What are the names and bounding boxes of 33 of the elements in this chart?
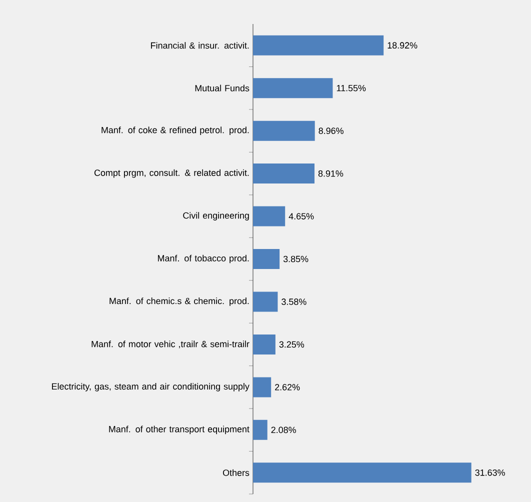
bar — [253, 462, 472, 483]
data-label: 11.55% — [336, 84, 366, 92]
bar — [253, 164, 315, 184]
bar — [253, 78, 333, 98]
bar — [253, 35, 384, 56]
data-label: 2.62% — [275, 384, 300, 390]
y-tick-label: Financial & insur. activit. — [151, 42, 249, 49]
y-tick-label: Compt prgm, consult. & related activit. — [94, 169, 249, 178]
data-label: 18.92% — [388, 42, 418, 49]
bar — [253, 377, 272, 398]
y-tick-label: Civil engineering — [183, 212, 249, 220]
bar — [253, 120, 315, 141]
y-tick-label: Manf. of chemic.s & chemic. prod. — [110, 298, 249, 306]
data-label: 8.96% — [318, 128, 344, 134]
data-label: 4.65% — [288, 213, 314, 220]
bar — [253, 206, 286, 226]
data-label: 3.58% — [282, 298, 306, 305]
y-tick-label: Manf. of other transport equipment — [109, 426, 250, 434]
y-tick-label: Others — [222, 469, 250, 476]
y-tick-label: Mutual Funds — [195, 84, 250, 92]
y-tick-label: Electricity, gas, steam and air conditioning supply — [52, 383, 250, 392]
y-tick-label: Manf. of tobacco prod. — [158, 254, 249, 264]
data-label: 3.25% — [279, 341, 304, 348]
bar — [253, 334, 276, 354]
bar — [253, 292, 278, 312]
data-label: 3.85% — [283, 256, 308, 262]
data-label: 8.91% — [318, 170, 344, 177]
y-tick-label: Manf. of motor vehic ,trailr & semi-trailr — [92, 340, 250, 348]
bar — [253, 249, 280, 270]
data-label: 31.63% — [475, 469, 505, 476]
bar — [253, 420, 268, 440]
data-label: 2.08% — [271, 426, 296, 434]
y-tick-label: Manf. of coke & refined petrol. prod. — [102, 126, 249, 135]
